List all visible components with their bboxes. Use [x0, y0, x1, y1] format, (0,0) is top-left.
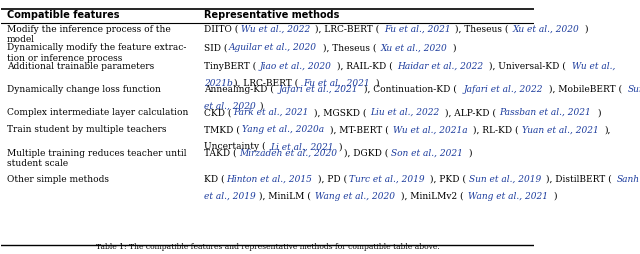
Text: Wu et al., 2022: Wu et al., 2022 — [241, 24, 310, 34]
Text: Wu et al., 2021a: Wu et al., 2021a — [394, 125, 468, 134]
Text: ), ALP-KD (: ), ALP-KD ( — [445, 108, 495, 117]
Text: ): ) — [452, 43, 456, 52]
Text: ): ) — [598, 108, 602, 117]
Text: Liu et al., 2022: Liu et al., 2022 — [371, 108, 440, 117]
Text: Hinton et al., 2015: Hinton et al., 2015 — [226, 175, 312, 184]
Text: 2021b: 2021b — [204, 79, 232, 88]
Text: ), MobileBERT (: ), MobileBERT ( — [549, 85, 622, 94]
Text: ), LRC-BERT (: ), LRC-BERT ( — [234, 79, 299, 88]
Text: Jafari et al., 2022: Jafari et al., 2022 — [463, 85, 543, 94]
Text: Mirzadeh et al., 2020: Mirzadeh et al., 2020 — [239, 149, 337, 158]
Text: Xu et al., 2020: Xu et al., 2020 — [513, 24, 579, 34]
Text: Turc et al., 2019: Turc et al., 2019 — [349, 175, 425, 184]
Text: Wu et al.,: Wu et al., — [572, 62, 615, 71]
Text: Fu et al., 2021: Fu et al., 2021 — [384, 24, 451, 34]
Text: Park et al., 2021: Park et al., 2021 — [233, 108, 308, 117]
Text: ): ) — [375, 79, 378, 88]
Text: ), LRC-BERT (: ), LRC-BERT ( — [315, 24, 379, 34]
Text: ), Theseus (: ), Theseus ( — [455, 24, 509, 34]
Text: Jiao et al., 2020: Jiao et al., 2020 — [260, 62, 332, 71]
Text: ), MiniLMv2 (: ), MiniLMv2 ( — [401, 192, 463, 201]
Text: Sun et al., 2019: Sun et al., 2019 — [469, 175, 541, 184]
Text: Sun: Sun — [627, 85, 640, 94]
Text: Other simple methods: Other simple methods — [6, 175, 109, 184]
Text: Aguilar et al., 2020: Aguilar et al., 2020 — [229, 43, 317, 52]
Text: Passban et al., 2021: Passban et al., 2021 — [499, 108, 591, 117]
Text: Haidar et al., 2022: Haidar et al., 2022 — [397, 62, 483, 71]
Text: Yang et al., 2020a: Yang et al., 2020a — [242, 125, 324, 134]
Text: ),: ), — [605, 125, 611, 134]
Text: TAKD (: TAKD ( — [204, 149, 236, 158]
Text: Complex intermediate layer calculation: Complex intermediate layer calculation — [6, 108, 188, 117]
Text: TinyBERT (: TinyBERT ( — [204, 62, 256, 71]
Text: Sanh: Sanh — [617, 175, 640, 184]
Text: CKD (: CKD ( — [204, 108, 231, 117]
Text: ): ) — [259, 102, 262, 111]
Text: ): ) — [468, 149, 472, 158]
Text: Wang et al., 2021: Wang et al., 2021 — [468, 192, 548, 201]
Text: Dynamically change loss function: Dynamically change loss function — [6, 85, 161, 94]
Text: Li et al., 2021: Li et al., 2021 — [270, 142, 333, 151]
Text: Uncertainty (: Uncertainty ( — [204, 142, 265, 151]
Text: Modify the inference process of the
model: Modify the inference process of the mode… — [6, 24, 170, 44]
Text: Table 1: The compatible features and representative methods for compatible table: Table 1: The compatible features and rep… — [95, 243, 440, 251]
Text: ), RL-KD (: ), RL-KD ( — [474, 125, 519, 134]
Text: ), Universal-KD (: ), Universal-KD ( — [489, 62, 566, 71]
Text: Wang et al., 2020: Wang et al., 2020 — [315, 192, 395, 201]
Text: Compatible features: Compatible features — [6, 10, 119, 20]
Text: ), Continuation-KD (: ), Continuation-KD ( — [364, 85, 457, 94]
Text: KD (: KD ( — [204, 175, 224, 184]
Text: Train student by multiple teachers: Train student by multiple teachers — [6, 125, 166, 134]
Text: Fu et al., 2021: Fu et al., 2021 — [303, 79, 370, 88]
Text: ), PD (: ), PD ( — [318, 175, 347, 184]
Text: TMKD (: TMKD ( — [204, 125, 239, 134]
Text: Xu et al., 2020: Xu et al., 2020 — [381, 43, 447, 52]
Text: ): ) — [338, 142, 341, 151]
Text: ), DistilBERT (: ), DistilBERT ( — [547, 175, 612, 184]
Text: Dynamically modify the feature extrac-
tion or inference process: Dynamically modify the feature extrac- t… — [6, 43, 186, 63]
Text: ): ) — [584, 24, 588, 34]
Text: et al., 2020: et al., 2020 — [204, 102, 255, 111]
Text: ), DGKD (: ), DGKD ( — [344, 149, 388, 158]
Text: ), MT-BERT (: ), MT-BERT ( — [330, 125, 389, 134]
Text: Jafari et al., 2021: Jafari et al., 2021 — [278, 85, 358, 94]
Text: ), RAIL-KD (: ), RAIL-KD ( — [337, 62, 392, 71]
Text: Son et al., 2021: Son et al., 2021 — [392, 149, 463, 158]
Text: ), Theseus (: ), Theseus ( — [323, 43, 377, 52]
Text: SID (: SID ( — [204, 43, 227, 52]
Text: ): ) — [554, 192, 557, 201]
Text: ), MiniLM (: ), MiniLM ( — [259, 192, 311, 201]
Text: Multiple training reduces teacher until
student scale: Multiple training reduces teacher until … — [6, 149, 186, 168]
Text: ), PKD (: ), PKD ( — [430, 175, 467, 184]
Text: et al., 2019: et al., 2019 — [204, 192, 255, 201]
Text: Representative methods: Representative methods — [204, 10, 339, 20]
Text: Additional trainable parameters: Additional trainable parameters — [6, 62, 154, 71]
Text: Annealing-KD (: Annealing-KD ( — [204, 85, 273, 94]
Text: ), MGSKD (: ), MGSKD ( — [314, 108, 367, 117]
Text: Yuan et al., 2021: Yuan et al., 2021 — [522, 125, 599, 134]
Text: DIITO (: DIITO ( — [204, 24, 238, 34]
